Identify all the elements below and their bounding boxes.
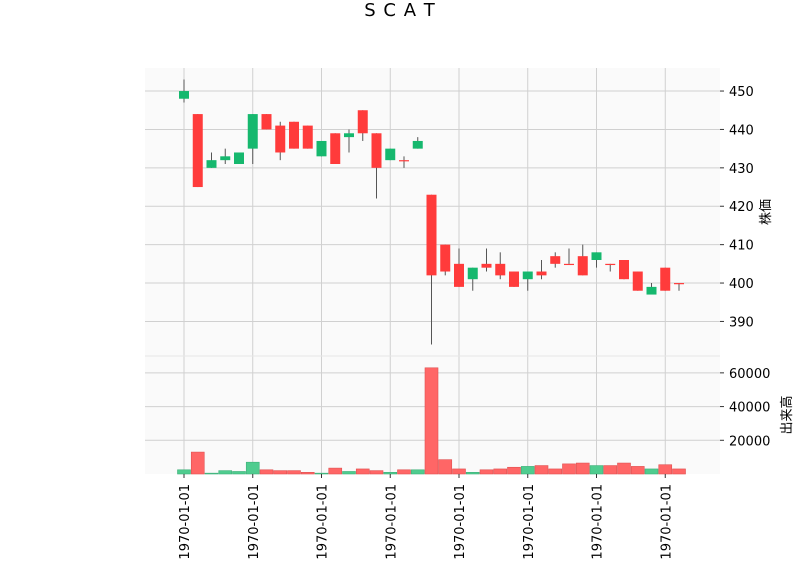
volume-bar — [177, 469, 191, 475]
volume-bar — [658, 464, 673, 475]
candle-body — [344, 133, 354, 138]
volume-bar — [575, 462, 590, 475]
x-tick-label: 1970-01-01 — [591, 484, 606, 560]
candle-body — [247, 114, 258, 149]
candle-body — [660, 267, 671, 291]
candle-body — [481, 263, 492, 268]
volume-bar — [218, 470, 233, 475]
price-y-tick-label: 420 — [729, 200, 754, 215]
candle-body — [509, 271, 519, 287]
price-y-tick-label: 440 — [729, 123, 754, 138]
volume-bar — [342, 471, 356, 475]
volume-y-tick-label: 40000 — [729, 401, 770, 416]
volume-bar — [314, 472, 329, 475]
candle-body — [330, 133, 341, 164]
candle-body — [385, 148, 396, 161]
candle-body — [577, 256, 588, 276]
volume-bar — [410, 469, 425, 475]
x-tick-label: 1970-01-01 — [453, 484, 468, 560]
candle-body — [371, 133, 382, 168]
volume-bar — [369, 470, 384, 475]
volume-bar — [300, 472, 315, 475]
candle-body — [179, 91, 189, 99]
volume-bar — [204, 472, 219, 475]
candle-body — [289, 121, 299, 149]
candle-body — [412, 140, 423, 149]
volume-bar — [383, 472, 398, 475]
candle-body — [357, 110, 368, 134]
volume-bar — [287, 470, 301, 475]
price-y-tick-label: 400 — [729, 277, 754, 292]
candle-body — [632, 271, 643, 291]
volume-bar — [507, 466, 521, 475]
volume-bar — [355, 468, 370, 475]
candle-body — [619, 260, 629, 280]
volume-bar — [644, 468, 659, 475]
price-y-tick-label: 390 — [729, 315, 754, 330]
volume-bar — [259, 469, 274, 475]
price-axis-label: 株価 — [759, 199, 774, 225]
x-tick-label: 1970-01-01 — [659, 484, 674, 560]
candle-body — [440, 244, 451, 272]
candle-body — [206, 160, 217, 168]
volume-bar — [603, 465, 618, 475]
volume-bar — [245, 461, 260, 475]
x-tick-label: 1970-01-01 — [247, 484, 262, 560]
price-y-tick-label: 450 — [729, 85, 754, 100]
candle-body — [399, 160, 409, 162]
candle-body — [454, 263, 464, 287]
candle-body — [605, 263, 616, 266]
x-tick-label: 1970-01-01 — [178, 484, 193, 560]
candle-body — [646, 286, 657, 295]
candle-body — [275, 125, 286, 153]
candle-body — [316, 140, 327, 157]
candle-body — [220, 156, 231, 161]
x-tick-label: 1970-01-01 — [522, 484, 537, 560]
candle-body — [467, 267, 478, 280]
candle-body — [302, 125, 313, 149]
volume-bar — [617, 462, 631, 475]
volume-bar — [589, 465, 604, 475]
x-tick-label: 1970-01-01 — [384, 484, 399, 560]
candle-body — [536, 271, 547, 276]
candle-body — [522, 271, 533, 280]
candle-body — [495, 263, 506, 276]
candle-body — [550, 256, 561, 264]
volume-bar — [630, 466, 645, 475]
volume-bar — [493, 468, 508, 475]
chart-title: S C A T — [364, 0, 436, 21]
price-y-tick-label: 410 — [729, 239, 754, 254]
candle-body — [564, 263, 574, 266]
volume-bar — [397, 469, 411, 475]
price-y-tick-label: 430 — [729, 162, 754, 177]
volume-bar — [672, 468, 686, 475]
volume-bar — [273, 470, 288, 475]
volume-y-tick-label: 20000 — [729, 434, 770, 449]
volume-bar — [328, 467, 343, 475]
candle-body — [234, 152, 244, 164]
volume-bar — [548, 468, 563, 475]
volume-bar — [424, 367, 439, 475]
volume-bar — [534, 465, 549, 475]
candle-body — [426, 194, 437, 276]
x-tick-label: 1970-01-01 — [316, 484, 331, 560]
candle-body — [591, 252, 602, 260]
volume-bar — [562, 463, 576, 475]
volume-bar — [190, 451, 205, 475]
candle-body — [192, 114, 203, 188]
volume-bar — [438, 459, 453, 475]
volume-y-tick-label: 60000 — [729, 367, 770, 382]
volume-bar — [452, 468, 466, 475]
volume-bar — [520, 466, 535, 475]
volume-bar — [232, 471, 246, 475]
candle-body — [674, 283, 684, 285]
candle-body — [261, 114, 272, 130]
volume-bar — [465, 472, 480, 475]
volume-bar — [479, 469, 494, 475]
volume-axis-label: 出来高 — [779, 395, 795, 434]
